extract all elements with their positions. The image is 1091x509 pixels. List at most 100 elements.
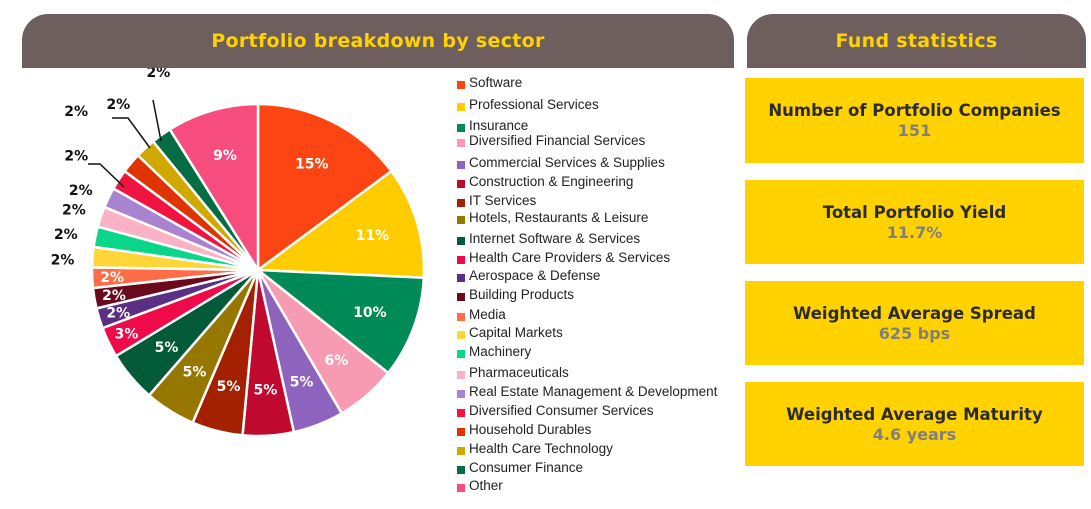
legend-item-hotels-restaurants-and-leisure: Hotels, Restaurants & Leisure <box>457 210 648 225</box>
pie-label-commercial-services-and-supplies: 5% <box>290 374 314 390</box>
legend-swatch <box>457 216 465 224</box>
legend-label: Media <box>469 307 506 322</box>
legend-item-pharmaceuticals: Pharmaceuticals <box>457 365 569 380</box>
stat-value: 625 bps <box>878 323 951 343</box>
pie-label-professional-services: 11% <box>356 228 390 244</box>
legend-label: Software <box>469 75 523 90</box>
legend-item-aerospace-and-defense: Aerospace & Defense <box>457 268 600 283</box>
legend-item-commercial-services-and-supplies: Commercial Services & Supplies <box>457 155 665 170</box>
legend-label: Commercial Services & Supplies <box>469 155 665 170</box>
legend-item-internet-software-and-services: Internet Software & Services <box>457 231 640 246</box>
legend-label: Machinery <box>469 344 532 359</box>
pie-label-aerospace-and-defense: 2% <box>106 306 130 322</box>
legend-label: Hotels, Restaurants & Leisure <box>469 210 649 225</box>
legend-label: Building Products <box>469 287 575 302</box>
pie-label-pharmaceuticals: 2% <box>62 203 86 219</box>
legend-item-construction-and-engineering: Construction & Engineering <box>457 174 633 189</box>
fund-statistics-title: Fund statistics <box>835 30 998 52</box>
legend-label: Diversified Financial Services <box>469 133 646 148</box>
legend-label: Consumer Finance <box>469 460 584 475</box>
pie-label-diversified-consumer-services: 2% <box>64 149 88 165</box>
stat-label: Number of Portfolio Companies <box>768 101 1061 120</box>
pie-label-media: 2% <box>100 270 124 286</box>
pie-label-internet-software-and-services: 5% <box>155 340 179 356</box>
pie-label-software: 15% <box>295 156 329 172</box>
pie-label-machinery: 2% <box>54 227 78 243</box>
legend-swatch <box>457 447 465 455</box>
pie-label-it-services: 5% <box>217 379 241 395</box>
legend-swatch <box>457 313 465 321</box>
stat-card-portfolio-companies: Number of Portfolio Companies 151 <box>745 78 1084 163</box>
pie-label-real-estate-management-and-development: 2% <box>69 183 93 199</box>
sector-breakdown-title: Portfolio breakdown by sector <box>211 30 545 52</box>
legend-swatch <box>457 274 465 282</box>
legend-label: Professional Services <box>469 97 599 112</box>
stat-label: Weighted Average Maturity <box>786 404 1043 424</box>
sector-pie-chart: 15%11%10%6%5%5%5%5%5%3%2%2%2%2%2%2%2%2%2… <box>51 68 426 438</box>
legend-item-building-products: Building Products <box>457 287 574 302</box>
pie-label-health-care-providers-and-services: 3% <box>115 327 139 343</box>
legend-label: Real Estate Management & Development <box>469 384 718 399</box>
legend-label: Health Care Technology <box>469 441 613 456</box>
fund-statistics-header: Fund statistics <box>747 14 1086 68</box>
pie-label-capital-markets: 2% <box>51 252 75 268</box>
legend-item-health-care-providers-and-services: Health Care Providers & Services <box>457 250 670 265</box>
legend-swatch <box>457 256 465 264</box>
legend-swatch <box>457 139 465 147</box>
stat-label: Total Portfolio Yield <box>822 202 1007 222</box>
legend-label: Other <box>469 478 503 493</box>
legend-swatch <box>457 390 465 398</box>
stat-label: Weighted Average Spread <box>793 303 1036 323</box>
pie-slice-other <box>168 102 260 272</box>
legend-label: Aerospace & Defense <box>469 268 601 283</box>
legend-swatch <box>457 81 465 89</box>
legend-item-insurance: Insurance <box>457 118 528 133</box>
pie-slice-insurance <box>256 268 426 375</box>
legend-item-professional-services: Professional Services <box>457 97 599 112</box>
legend-swatch <box>457 371 465 379</box>
stat-card-average-spread: Weighted Average Spread 625 bps <box>745 281 1084 365</box>
stat-card-average-maturity: Weighted Average Maturity 4.6 years <box>745 382 1084 466</box>
stat-value: 11.7% <box>886 222 943 242</box>
pie-label-hotels-restaurants-and-leisure: 5% <box>183 364 207 380</box>
leader-line-health-care-technology <box>112 117 151 149</box>
legend-item-media: Media <box>457 307 506 322</box>
legend-label: Household Durables <box>469 422 592 437</box>
legend-swatch <box>457 350 465 358</box>
legend-item-diversified-financial-services: Diversified Financial Services <box>457 133 645 148</box>
legend-item-other: Other <box>457 478 503 493</box>
legend-swatch <box>457 484 465 492</box>
legend-item-consumer-finance: Consumer Finance <box>457 460 583 475</box>
pie-label-health-care-technology: 2% <box>106 97 130 113</box>
legend-swatch <box>457 161 465 169</box>
legend-swatch <box>457 331 465 339</box>
pie-label-consumer-finance: 2% <box>147 68 171 81</box>
legend-item-machinery: Machinery <box>457 344 531 359</box>
legend-item-household-durables: Household Durables <box>457 422 591 437</box>
legend-swatch <box>457 124 465 132</box>
legend-label: IT Services <box>469 193 537 208</box>
legend-swatch <box>457 409 465 417</box>
legend-swatch <box>457 199 465 207</box>
legend-item-software: Software <box>457 75 522 90</box>
pie-label-household-durables: 2% <box>64 104 88 120</box>
stat-value: 151 <box>897 121 932 140</box>
stat-card-portfolio-yield: Total Portfolio Yield 11.7% <box>745 180 1084 264</box>
legend-label: Diversified Consumer Services <box>469 403 654 418</box>
legend-label: Health Care Providers & Services <box>469 250 671 265</box>
pie-label-diversified-financial-services: 6% <box>325 353 349 369</box>
sector-breakdown-header: Portfolio breakdown by sector <box>22 14 734 68</box>
legend-label: Internet Software & Services <box>469 231 641 246</box>
pie-label-building-products: 2% <box>102 288 126 304</box>
stat-value: 4.6 years <box>872 424 957 444</box>
legend-item-health-care-technology: Health Care Technology <box>457 441 613 456</box>
legend-label: Pharmaceuticals <box>469 365 569 380</box>
pie-label-insurance: 10% <box>353 305 387 321</box>
legend-label: Construction & Engineering <box>469 174 634 189</box>
legend-swatch <box>457 237 465 245</box>
legend-swatch <box>457 466 465 474</box>
legend-item-real-estate-management-and-development: Real Estate Management & Development <box>457 384 717 399</box>
pie-label-other: 9% <box>213 148 237 164</box>
legend-label: Insurance <box>469 118 529 133</box>
pie-label-construction-and-engineering: 5% <box>254 382 278 398</box>
